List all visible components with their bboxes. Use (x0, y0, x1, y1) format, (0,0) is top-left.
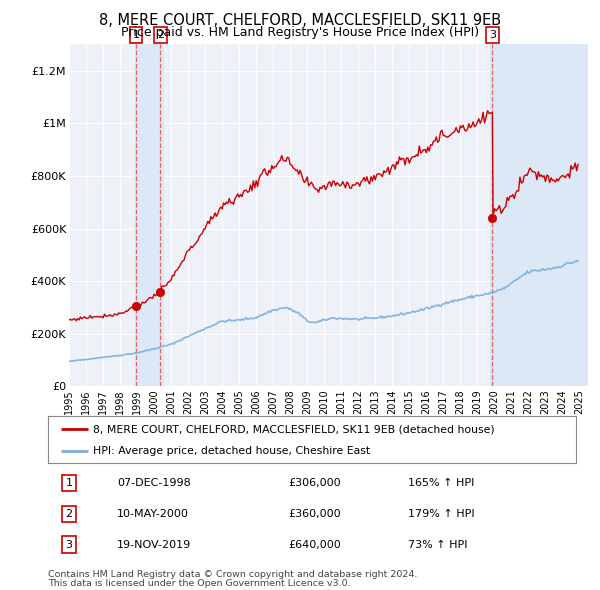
Text: 19-NOV-2019: 19-NOV-2019 (117, 540, 191, 549)
Text: 165% ↑ HPI: 165% ↑ HPI (408, 478, 475, 488)
Bar (134, 44, 163, 386)
Text: 10-MAY-2000: 10-MAY-2000 (117, 509, 189, 519)
Text: £306,000: £306,000 (288, 478, 341, 488)
Text: £360,000: £360,000 (288, 509, 341, 519)
Text: 8, MERE COURT, CHELFORD, MACCLESFIELD, SK11 9EB: 8, MERE COURT, CHELFORD, MACCLESFIELD, S… (99, 13, 501, 28)
Text: This data is licensed under the Open Government Licence v3.0.: This data is licensed under the Open Gov… (48, 579, 350, 588)
Text: 1: 1 (65, 478, 73, 488)
Text: 3: 3 (489, 30, 496, 40)
Text: 3: 3 (65, 540, 73, 549)
Text: 07-DEC-1998: 07-DEC-1998 (117, 478, 191, 488)
Text: 2: 2 (157, 30, 164, 40)
Text: Price paid vs. HM Land Registry's House Price Index (HPI): Price paid vs. HM Land Registry's House … (121, 26, 479, 39)
Text: £640,000: £640,000 (288, 540, 341, 549)
Text: 8, MERE COURT, CHELFORD, MACCLESFIELD, SK11 9EB (detached house): 8, MERE COURT, CHELFORD, MACCLESFIELD, S… (93, 424, 494, 434)
Text: 1: 1 (133, 30, 139, 40)
Text: 73% ↑ HPI: 73% ↑ HPI (408, 540, 467, 549)
Text: 179% ↑ HPI: 179% ↑ HPI (408, 509, 475, 519)
Text: HPI: Average price, detached house, Cheshire East: HPI: Average price, detached house, Ches… (93, 446, 370, 456)
Bar (490, 44, 588, 386)
Text: 2: 2 (65, 509, 73, 519)
Text: Contains HM Land Registry data © Crown copyright and database right 2024.: Contains HM Land Registry data © Crown c… (48, 571, 418, 579)
